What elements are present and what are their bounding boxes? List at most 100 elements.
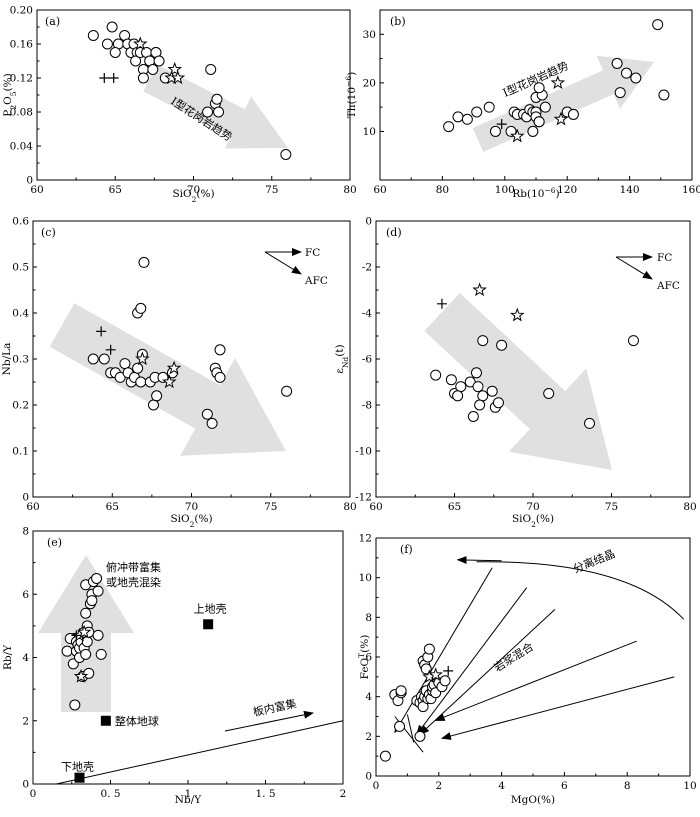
subduction-label-2: 或地壳混染 [106, 575, 161, 589]
y-tick-label: 4 [22, 652, 29, 664]
x-tick-label: 75 [265, 184, 278, 196]
panel-label: (a) [45, 15, 60, 28]
y-tick-label: -12 [355, 492, 372, 504]
data-point-circle [492, 397, 504, 409]
y-tick-label: -2 [362, 262, 372, 274]
data-point-circle [109, 47, 121, 58]
x-tick-label: 0 [30, 788, 37, 800]
data-point-circle [452, 390, 464, 402]
data-point-circle [206, 417, 218, 429]
data-point-star [550, 75, 566, 90]
data-point-circle [151, 390, 163, 402]
x-tick-label: 60 [373, 184, 386, 196]
data-point-circle [423, 643, 435, 655]
data-point-circle [439, 675, 451, 687]
y-tick-label: 2 [365, 731, 372, 743]
data-point-star [510, 128, 525, 143]
x-tick-label: 70 [185, 501, 198, 513]
data-point-circle [205, 64, 217, 75]
y-tick-label: 2 [22, 715, 29, 727]
x-tick-label: 80 [343, 184, 356, 196]
y-axis-title-c: Nb/La [1, 343, 13, 376]
reference-point-label: 下地壳 [61, 760, 94, 774]
data-point-circle [496, 339, 508, 351]
data-point-circle [471, 106, 483, 118]
y-axis-title-e: Rb/Y [2, 644, 14, 670]
y-tick-label: -8 [362, 400, 372, 412]
data-point-circle [280, 149, 292, 160]
data-point-circle [539, 101, 551, 113]
panel-label: (f) [400, 543, 413, 556]
x-tick-label: 4 [498, 780, 505, 792]
x-axis-title-c: SiO2(%) [170, 513, 212, 529]
x-tick-label: 80 [436, 184, 449, 196]
data-point-circle [445, 374, 457, 386]
data-point-plus [71, 630, 82, 641]
data-point-circle [80, 648, 92, 660]
y-tick-label: 0 [22, 779, 29, 791]
x-tick-label: 75 [264, 501, 277, 513]
data-point-star [170, 70, 186, 85]
y-axis-title-f: FeOT(%) [357, 635, 372, 680]
chart-panel-b: 60 80 100 120 140 160102030(b)I型花岗岩趋势Rb(10−6)… [344, 9, 700, 200]
data-point-circle [214, 344, 226, 356]
data-point-circle [213, 106, 225, 118]
data-point-star [76, 624, 92, 639]
y-tick-label: 0 [26, 175, 33, 187]
y-tick-label: 0 [365, 216, 372, 228]
x-tick-label: 0 [373, 780, 380, 792]
data-point-circle [614, 87, 626, 99]
data-point-circle [627, 335, 639, 347]
data-point-circle [211, 93, 223, 105]
reference-point-square [100, 715, 111, 726]
x-axis-title-a: SiO2(%) [172, 188, 214, 204]
data-point-star [510, 307, 525, 322]
data-point-circle [467, 411, 479, 422]
data-point-circle [472, 381, 484, 393]
y-tick-label: 0.2 [12, 400, 29, 412]
fc-label-d: FC [657, 252, 672, 264]
y-tick-label: 8 [22, 526, 29, 538]
fc-label-c: FC [305, 247, 320, 259]
data-point-circle [379, 750, 391, 762]
data-point-plus [99, 73, 110, 83]
y-tick-label: 6 [365, 652, 372, 664]
data-point-circle [95, 648, 107, 660]
y-tick-label: -4 [362, 308, 373, 320]
x-tick-label: 65 [106, 501, 119, 513]
data-point-plus [105, 344, 116, 355]
data-point-star [166, 360, 182, 375]
data-point-star [428, 667, 443, 682]
y-tick-label: -6 [362, 354, 373, 366]
x-tick-label: 60 [26, 501, 39, 513]
data-point-circle [201, 408, 213, 420]
data-point-circle [533, 82, 545, 94]
data-point-circle [61, 645, 73, 657]
x-tick-label: 160 [682, 184, 700, 196]
x-tick-label: 1. 5 [255, 788, 275, 800]
y-tick-label: 8 [365, 612, 372, 624]
y-tick-label: 10 [359, 572, 372, 584]
y-tick-label: 0.3 [12, 354, 29, 366]
data-point-circle [137, 72, 149, 84]
data-point-circle [98, 353, 110, 365]
data-point-circle [455, 381, 467, 393]
data-point-circle [101, 38, 113, 50]
data-point-circle [620, 67, 632, 79]
x-tick-label: 8 [624, 780, 631, 792]
afc-arrow-c [264, 251, 302, 275]
data-point-circle [69, 699, 81, 711]
y-tick-label: 20 [363, 77, 376, 89]
data-point-plus [96, 326, 107, 337]
reference-point-square [74, 772, 85, 783]
data-point-circle [414, 730, 426, 742]
y-axis-title-d: εNd(t) [334, 344, 350, 373]
data-point-circle [214, 371, 226, 383]
data-point-circle [477, 335, 489, 347]
x-tick-label: 120 [557, 184, 577, 196]
mixing-line [416, 587, 528, 736]
data-point-circle [202, 106, 214, 118]
data-point-circle [658, 89, 670, 101]
mixing-line [440, 676, 675, 740]
